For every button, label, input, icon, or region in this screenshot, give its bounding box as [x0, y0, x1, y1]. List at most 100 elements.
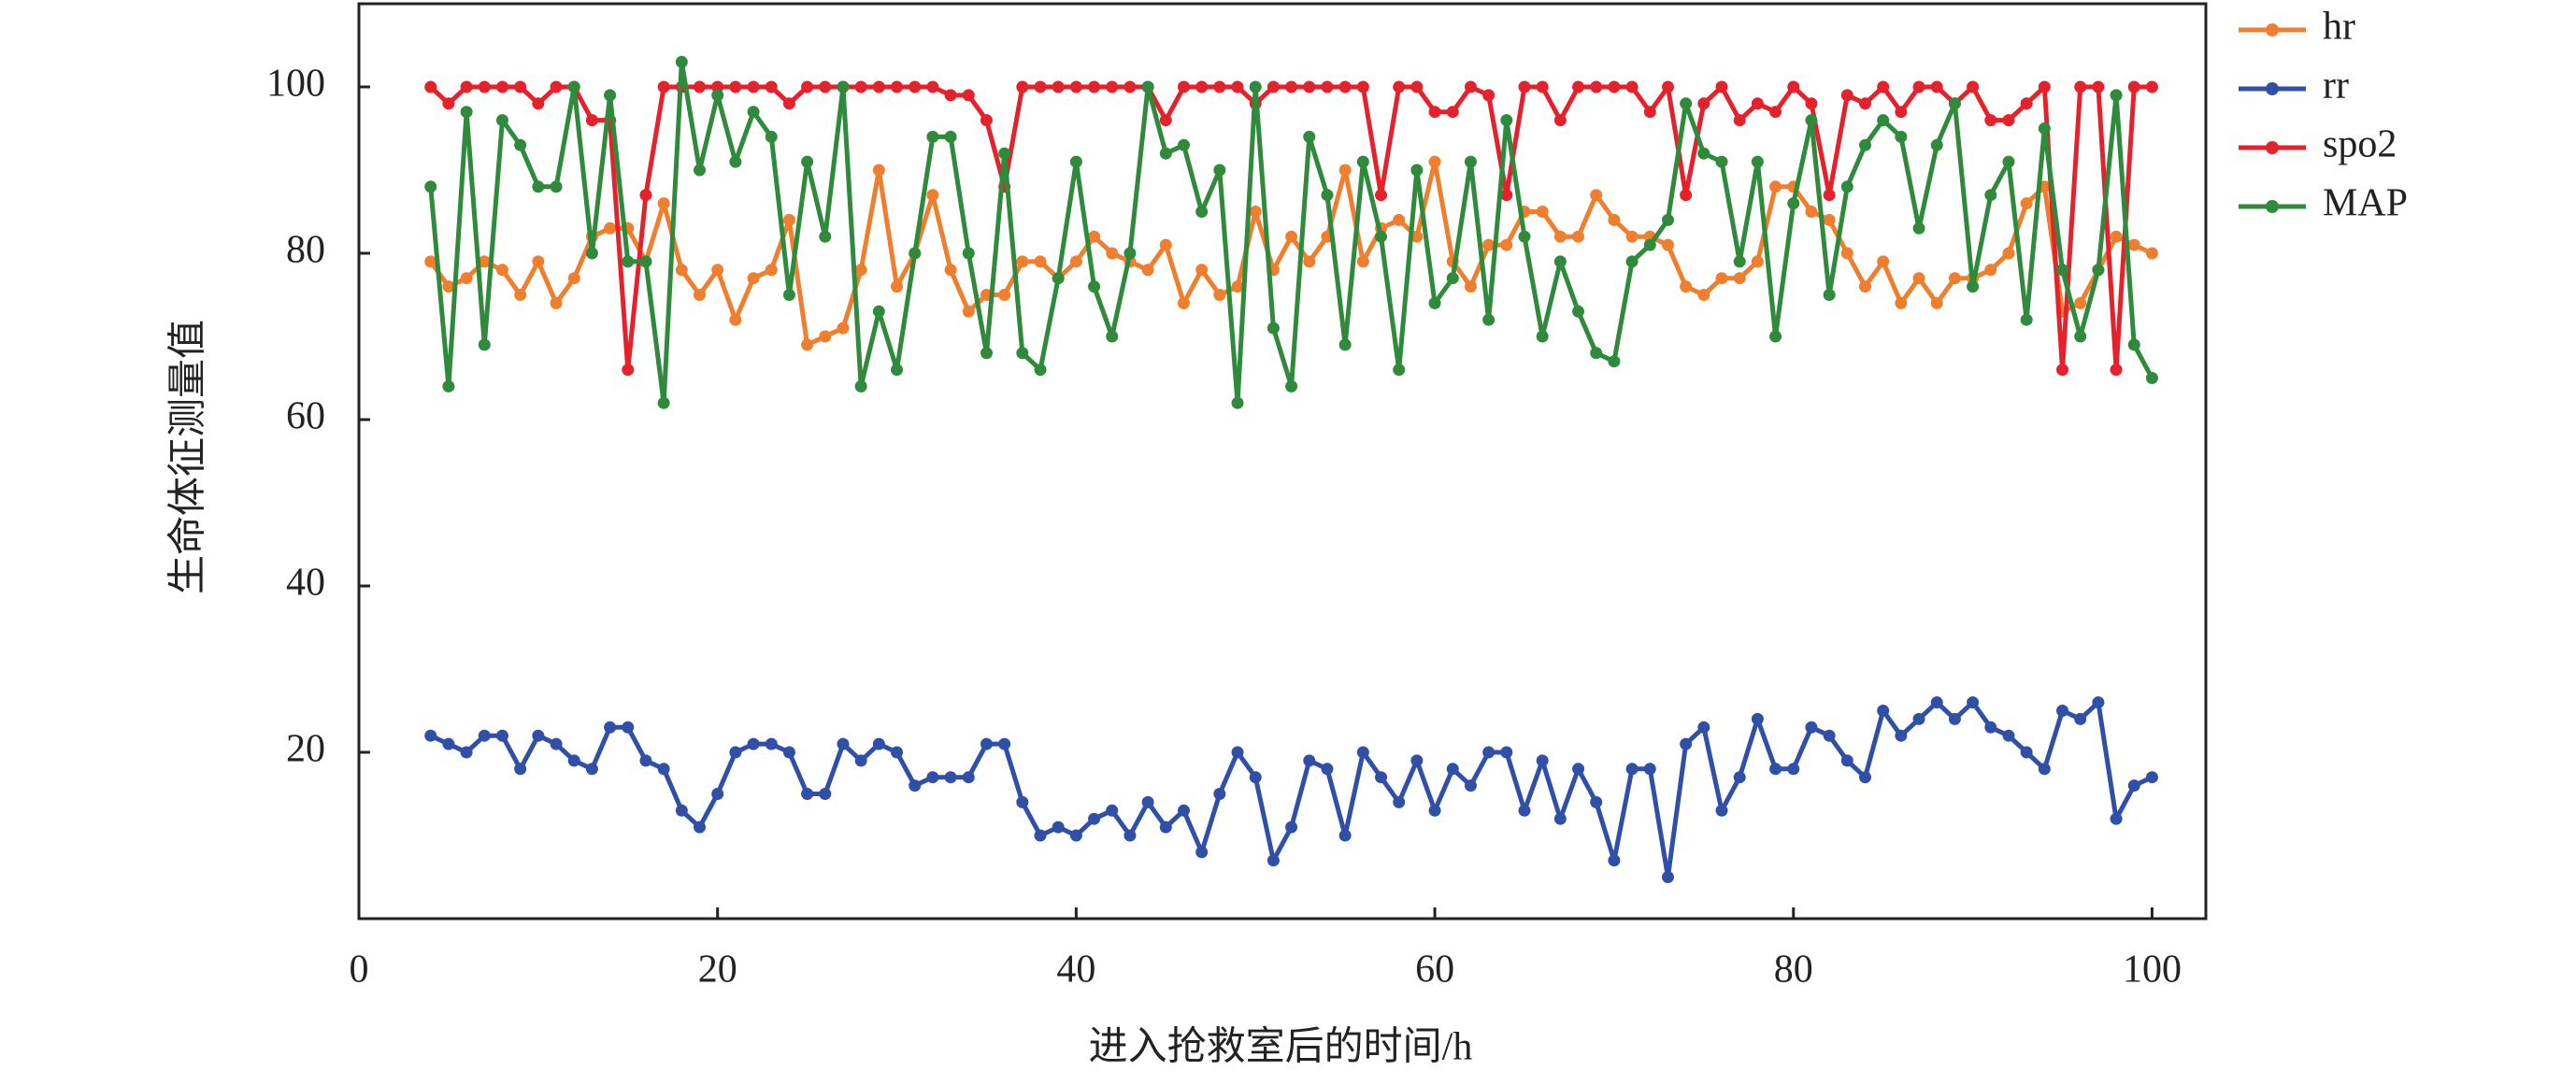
- data-point: [1769, 330, 1782, 343]
- data-point: [1608, 854, 1621, 867]
- data-point: [514, 289, 527, 301]
- data-point: [1393, 364, 1406, 377]
- data-point: [1877, 114, 1890, 127]
- data-point: [2145, 80, 2158, 93]
- data-point: [478, 255, 491, 268]
- data-point: [657, 396, 670, 409]
- data-point: [2020, 197, 2033, 210]
- data-point: [872, 164, 885, 177]
- x-tick-label: 60: [1415, 949, 1454, 992]
- data-point: [980, 347, 993, 360]
- data-point: [1500, 114, 1513, 127]
- data-point: [1482, 313, 1496, 326]
- data-point: [1338, 338, 1352, 351]
- data-point: [604, 89, 617, 102]
- data-point: [1840, 247, 1853, 260]
- data-point: [2002, 155, 2015, 168]
- data-point: [837, 321, 850, 335]
- data-point: [2092, 696, 2105, 709]
- data-point: [2145, 771, 2158, 784]
- data-point: [962, 305, 975, 318]
- data-point: [1948, 272, 1961, 285]
- data-point: [424, 255, 437, 268]
- data-point: [1590, 189, 1603, 202]
- data-point: [747, 106, 760, 119]
- data-point: [1123, 247, 1137, 260]
- data-point: [1590, 795, 1603, 808]
- data-point: [1052, 821, 1065, 834]
- data-point: [1823, 189, 1836, 202]
- data-point: [567, 80, 580, 93]
- data-point: [2127, 238, 2140, 251]
- data-point: [675, 804, 688, 817]
- data-point: [2127, 80, 2140, 93]
- data-point: [2020, 746, 2033, 759]
- data-point: [1195, 264, 1209, 277]
- data-point: [1572, 230, 1585, 243]
- data-point: [1895, 296, 1908, 309]
- data-point: [495, 729, 508, 742]
- data-point: [711, 80, 724, 93]
- legend-label: rr: [2323, 64, 2349, 107]
- data-point: [1285, 379, 1298, 393]
- data-point: [694, 821, 707, 834]
- data-point: [1213, 80, 1226, 93]
- data-point: [1428, 106, 1441, 119]
- data-point: [909, 247, 922, 260]
- data-point: [1984, 189, 1997, 202]
- data-point: [1338, 80, 1352, 93]
- data-point: [1680, 280, 1693, 293]
- series-line: [428, 159, 2154, 348]
- data-point: [2074, 330, 2087, 343]
- data-point: [1249, 206, 1262, 218]
- data-point: [1393, 213, 1406, 226]
- data-point: [1877, 705, 1890, 717]
- data-point: [1016, 347, 1029, 360]
- data-point: [2074, 80, 2087, 93]
- data-point: [909, 779, 922, 792]
- data-point: [729, 313, 742, 326]
- data-point: [1356, 80, 1369, 93]
- data-point: [872, 737, 885, 750]
- data-point: [1482, 238, 1496, 251]
- data-point: [532, 180, 545, 193]
- data-point: [1751, 255, 1764, 268]
- legend-marker: [2266, 82, 2279, 95]
- data-point: [2092, 80, 2105, 93]
- y-tick-label: 100: [266, 63, 325, 106]
- data-point: [1536, 330, 1549, 343]
- data-point: [622, 721, 635, 734]
- data-point: [1518, 80, 1531, 93]
- data-point: [657, 197, 670, 210]
- data-point: [1661, 238, 1674, 251]
- data-point: [604, 221, 617, 235]
- data-point: [711, 788, 724, 800]
- data-point: [819, 80, 832, 93]
- legend-marker: [2266, 200, 2279, 213]
- data-point: [1464, 80, 1477, 93]
- data-point: [622, 255, 635, 268]
- data-point: [1213, 289, 1226, 301]
- legend-label: spo2: [2323, 123, 2397, 166]
- data-point: [1823, 729, 1836, 742]
- data-point: [532, 255, 545, 268]
- data-point: [1787, 763, 1800, 776]
- data-point: [729, 155, 742, 168]
- data-point: [1106, 247, 1119, 260]
- data-point: [424, 80, 437, 93]
- data-point: [1733, 272, 1746, 285]
- data-point: [1177, 138, 1190, 151]
- data-point: [1858, 280, 1871, 293]
- data-point: [980, 114, 993, 127]
- data-point: [1608, 355, 1621, 368]
- data-point: [585, 763, 598, 776]
- data-point: [567, 272, 580, 285]
- data-point: [1195, 206, 1209, 218]
- data-point: [2020, 313, 2033, 326]
- data-point: [1625, 230, 1639, 243]
- data-point: [2127, 338, 2140, 351]
- data-point: [1034, 829, 1047, 842]
- data-point: [1930, 296, 1943, 309]
- data-point: [1410, 80, 1424, 93]
- data-point: [1159, 238, 1172, 251]
